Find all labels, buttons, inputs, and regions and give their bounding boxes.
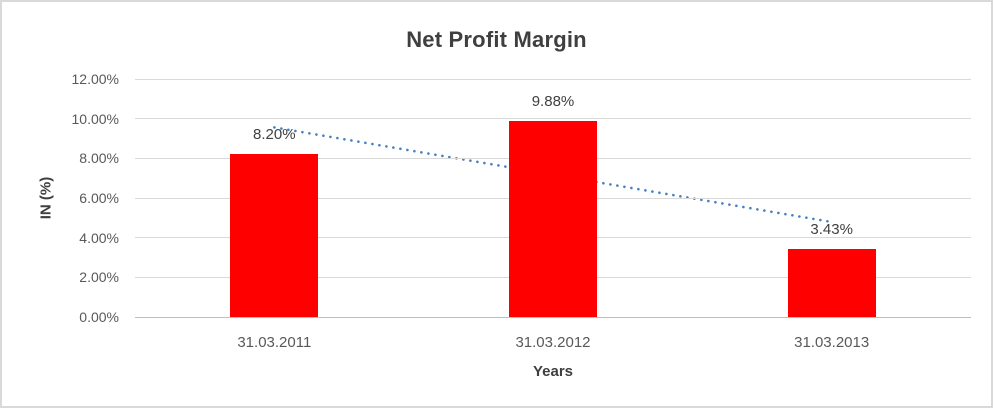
data-label: 9.88% <box>531 93 575 111</box>
bar <box>509 121 597 317</box>
gridline <box>135 118 971 120</box>
y-axis-tick-label: 2.00% <box>79 269 119 286</box>
y-axis-tick-label: 12.00% <box>71 71 119 87</box>
plot-area: 8.20% 9.88% 3.43% <box>135 78 971 318</box>
data-label: 3.43% <box>810 220 853 238</box>
y-axis-tick-label: 10.00% <box>71 110 119 127</box>
gridline <box>135 78 971 80</box>
y-axis-tick-label: 6.00% <box>79 190 119 206</box>
bar <box>230 154 319 317</box>
x-axis-category-label: 31.03.2012 <box>515 334 591 351</box>
x-axis-category-label: 31.03.2013 <box>794 334 870 351</box>
data-label: 8.20% <box>253 126 296 144</box>
bar <box>787 248 876 317</box>
y-axis-tick-label: 0.00% <box>79 309 119 325</box>
x-axis-category-label: 31.03.2011 <box>237 334 312 351</box>
y-axis-tick-label: 4.00% <box>79 229 119 246</box>
chart-title: Net Profit Margin <box>406 27 587 52</box>
x-axis-title: Years <box>532 363 574 380</box>
y-axis-tick-label: 8.00% <box>79 150 119 167</box>
gridline <box>135 316 971 318</box>
